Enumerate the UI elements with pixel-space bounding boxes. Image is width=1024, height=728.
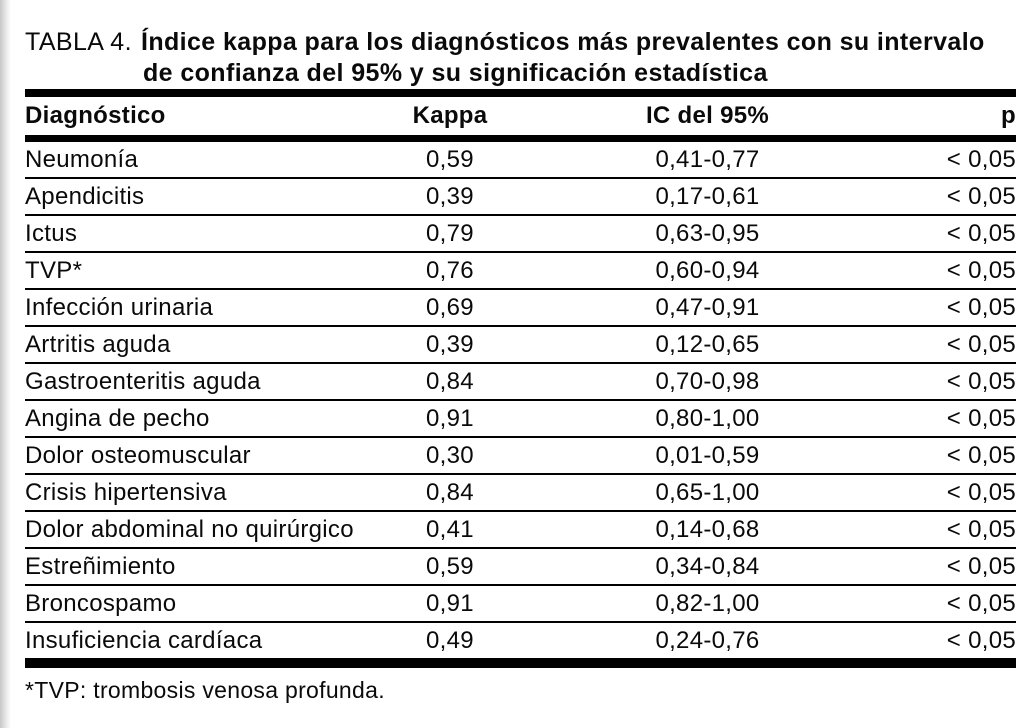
table-row: Infección urinaria 0,69 0,47-0,91 < 0,05 (25, 289, 1016, 327)
column-header-diagnostico: Diagnóstico (25, 89, 325, 142)
cell-ic95: 0,80-1,00 (575, 400, 840, 438)
table-footnote: *TVP: trombosis venosa profunda. (25, 677, 385, 703)
cell-diagnostico: Ictus (25, 215, 325, 253)
cell-diagnostico: Insuficiencia cardíaca (25, 622, 325, 668)
table-caption: TABLA 4. Índice kappa para los diagnóstic… (25, 27, 1016, 89)
cell-p: < 0,05 (840, 289, 1016, 327)
cell-diagnostico: Artritis aguda (25, 326, 325, 364)
table-row: Neumonía 0,59 0,41-0,77 < 0,05 (25, 138, 1016, 179)
cell-p: < 0,05 (840, 622, 1016, 668)
kappa-table-header: Diagnóstico Kappa IC del 95% p (25, 89, 1016, 142)
table-caption-line1: TABLA 4. Índice kappa para los diagnóstic… (25, 27, 1016, 58)
cell-kappa: 0,39 (325, 178, 575, 216)
cell-ic95: 0,41-0,77 (575, 138, 840, 179)
table-row: Gastroenteritis aguda 0,84 0,70-0,98 < 0,05 (25, 363, 1016, 401)
table-row: Broncospamo 0,91 0,82-1,00 < 0,05 (25, 585, 1016, 623)
cell-kappa: 0,39 (325, 326, 575, 364)
cell-p: < 0,05 (840, 437, 1016, 475)
cell-ic95: 0,65-1,00 (575, 474, 840, 512)
cell-kappa: 0,84 (325, 474, 575, 512)
cell-kappa: 0,84 (325, 363, 575, 401)
cell-ic95: 0,63-0,95 (575, 215, 840, 253)
cell-p: < 0,05 (840, 400, 1016, 438)
column-header-p: p (840, 89, 1016, 142)
cell-diagnostico: Dolor abdominal no quirúrgico (25, 511, 354, 549)
table-row: Dolor osteomuscular 0,30 0,01-0,59 < 0,05 (25, 437, 1016, 475)
kappa-table: Diagnóstico Kappa IC del 95% p Neumonía 0… (25, 89, 1016, 668)
cell-diagnostico: Crisis hipertensiva (25, 474, 325, 512)
cell-p: < 0,05 (840, 138, 1016, 179)
table-row: Dolor abdominal no quirúrgico 0,41 0,14-0,… (25, 511, 1016, 549)
column-header-kappa: Kappa (325, 89, 575, 142)
cell-ic95: 0,34-0,84 (575, 548, 840, 586)
cell-kappa: 0,49 (325, 622, 575, 668)
cell-p: < 0,05 (840, 178, 1016, 216)
cell-kappa: 0,69 (325, 289, 575, 327)
cell-p: < 0,05 (840, 252, 1016, 290)
table-caption-title: Índice kappa para los diagnósticos más p… (140, 28, 985, 56)
cell-diagnostico: Broncospamo (25, 585, 325, 623)
table-row: Ictus 0,79 0,63-0,95 < 0,05 (25, 215, 1016, 253)
cell-diagnostico: Angina de pecho (25, 400, 325, 438)
table-row: TVP* 0,76 0,60-0,94 < 0,05 (25, 252, 1016, 290)
cell-ic95: 0,01-0,59 (575, 437, 840, 475)
header-row: Diagnóstico Kappa IC del 95% p (25, 89, 1016, 142)
kappa-table-body: Neumonía 0,59 0,41-0,77 < 0,05 Apendicitis 0,… (25, 138, 1016, 668)
column-header-ic95: IC del 95% (575, 89, 840, 142)
table-row: Crisis hipertensiva 0,84 0,65-1,00 < 0,05 (25, 474, 1016, 512)
cell-kappa: 0,79 (325, 215, 575, 253)
table-caption-label: TABLA 4. (25, 28, 132, 56)
cell-diagnostico: Dolor osteomuscular (25, 437, 325, 475)
table-caption-line2: de confianza del 95% y su significación … (143, 59, 768, 87)
cell-kappa: 0,30 (325, 437, 575, 475)
cell-ic95: 0,17-0,61 (575, 178, 840, 216)
cell-p: < 0,05 (840, 585, 1016, 623)
cell-ic95: 0,14-0,68 (575, 511, 840, 549)
scan-edge-shadow (0, 0, 11, 728)
cell-diagnostico: TVP* (25, 252, 325, 290)
cell-kappa: 0,91 (325, 585, 575, 623)
cell-diagnostico: Infección urinaria (25, 289, 325, 327)
cell-p: < 0,05 (840, 548, 1016, 586)
cell-diagnostico: Gastroenteritis aguda (25, 363, 325, 401)
cell-diagnostico: Apendicitis (25, 178, 325, 216)
cell-p: < 0,05 (840, 363, 1016, 401)
table-row: Angina de pecho 0,91 0,80-1,00 < 0,05 (25, 400, 1016, 438)
cell-ic95: 0,82-1,00 (575, 585, 840, 623)
cell-ic95: 0,12-0,65 (575, 326, 840, 364)
cell-kappa: 0,41 (325, 511, 575, 549)
cell-p: < 0,05 (840, 511, 1016, 549)
table-row: Apendicitis 0,39 0,17-0,61 < 0,05 (25, 178, 1016, 216)
table-row: Artritis aguda 0,39 0,12-0,65 < 0,05 (25, 326, 1016, 364)
cell-ic95: 0,24-0,76 (575, 622, 840, 668)
cell-ic95: 0,70-0,98 (575, 363, 840, 401)
cell-kappa: 0,91 (325, 400, 575, 438)
table-row: Estreñimiento 0,59 0,34-0,84 < 0,05 (25, 548, 1016, 586)
cell-p: < 0,05 (840, 326, 1016, 364)
cell-diagnostico: Estreñimiento (25, 548, 325, 586)
cell-p: < 0,05 (840, 215, 1016, 253)
table-sheet: TABLA 4. Índice kappa para los diagnóstic… (25, 27, 1016, 704)
cell-diagnostico: Neumonía (25, 138, 325, 179)
cell-kappa: 0,59 (325, 138, 575, 179)
table-row: Insuficiencia cardíaca 0,49 0,24-0,76 < 0,0… (25, 622, 1016, 668)
cell-kappa: 0,59 (325, 548, 575, 586)
cell-p: < 0,05 (840, 474, 1016, 512)
cell-kappa: 0,76 (325, 252, 575, 290)
cell-ic95: 0,60-0,94 (575, 252, 840, 290)
cell-ic95: 0,47-0,91 (575, 289, 840, 327)
